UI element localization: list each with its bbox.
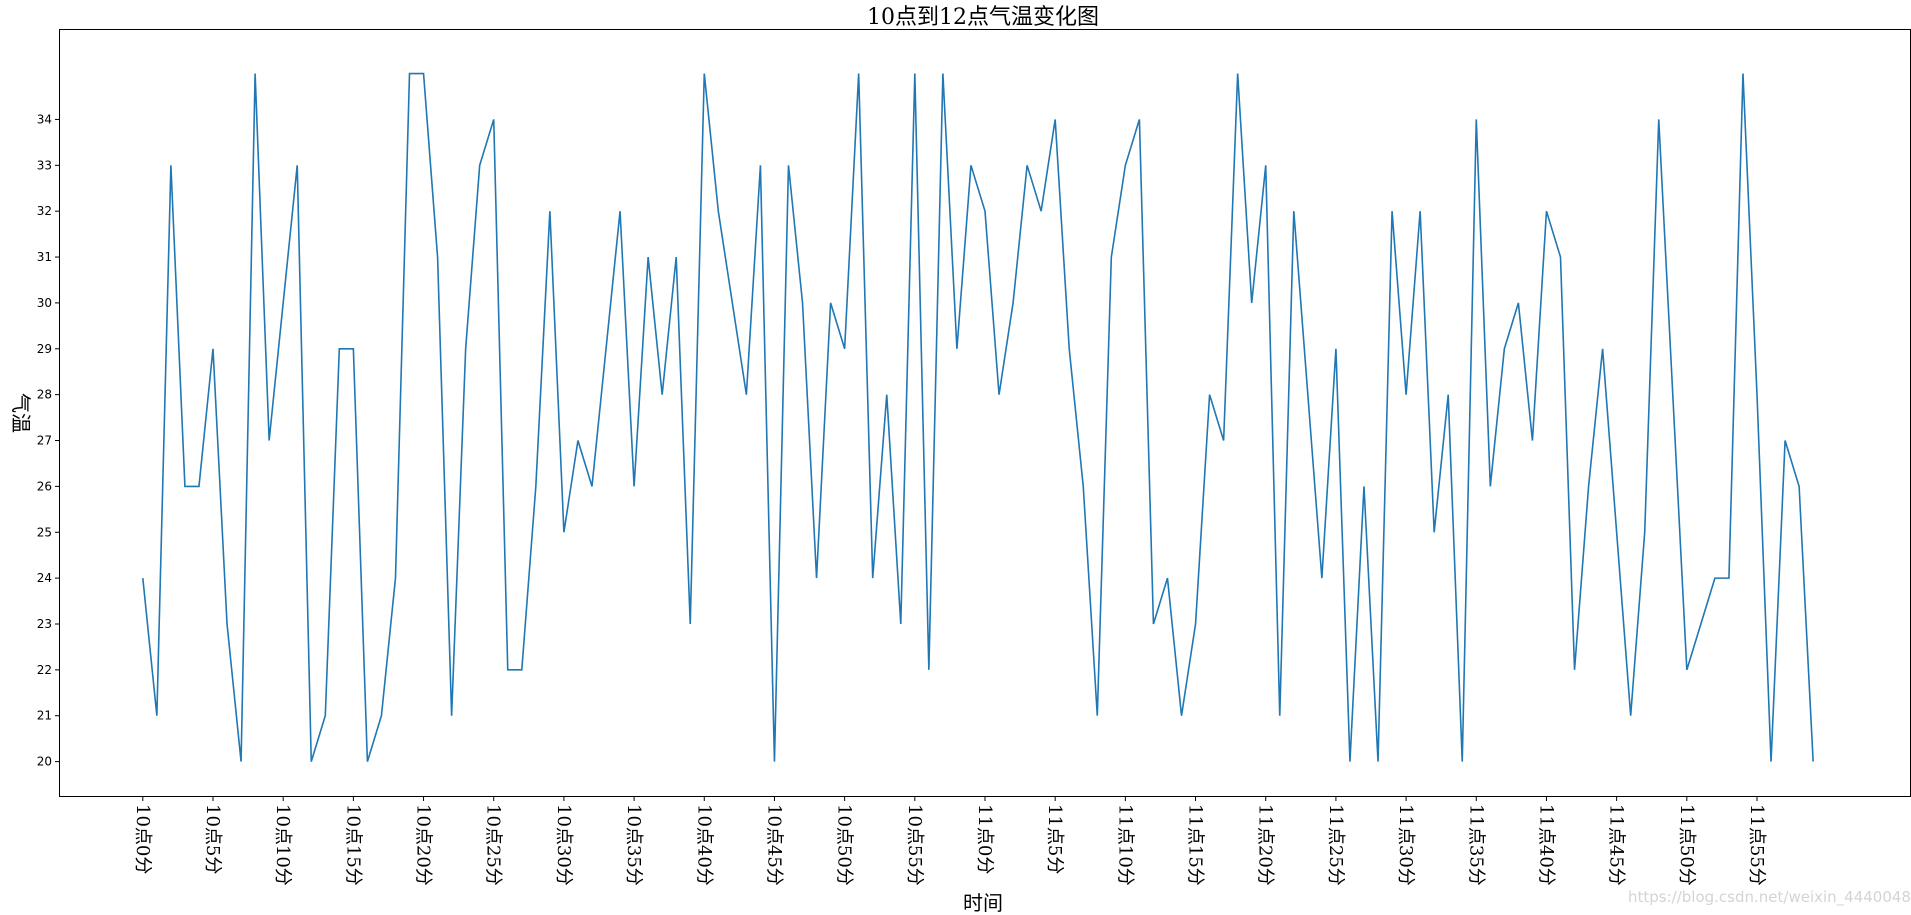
x-tick-label: 11点30分 [1395, 804, 1416, 886]
x-tick-label: 11点15分 [1185, 804, 1206, 886]
x-tick-label: 11点50分 [1676, 804, 1697, 886]
x-tick-label: 10点35分 [623, 804, 644, 886]
y-tick-label: 27 [37, 434, 52, 448]
y-tick-label: 24 [37, 571, 52, 585]
y-tick-label: 23 [37, 617, 52, 631]
y-tick-label: 28 [37, 388, 52, 402]
x-tick-label: 10点40分 [693, 804, 714, 886]
y-tick-label: 26 [37, 479, 52, 493]
x-tick-label: 11点40分 [1535, 804, 1556, 886]
y-tick-label: 22 [37, 663, 52, 677]
x-tick-label: 11点0分 [974, 804, 995, 874]
y-axis-ticks: 20 21 22 23 24 25 26 27 28 29 30 31 32 33 34 [37, 112, 60, 769]
y-tick-label: 34 [37, 112, 52, 126]
y-tick-label: 25 [37, 525, 52, 539]
x-tick-label: 10点10分 [272, 804, 293, 886]
y-tick-label: 32 [37, 204, 52, 218]
x-tick-label: 11点10分 [1114, 804, 1135, 886]
x-tick-label: 11点5分 [1044, 804, 1065, 874]
x-tick-label: 11点25分 [1325, 804, 1346, 886]
y-axis-label: 气温 [9, 393, 33, 433]
x-tick-label: 10点55分 [904, 804, 925, 886]
x-tick-label: 10点20分 [413, 804, 434, 886]
x-tick-label: 10点5分 [202, 804, 223, 874]
x-axis-label: 时间 [963, 891, 1003, 915]
x-tick-label: 11点55分 [1746, 804, 1767, 886]
y-tick-label: 30 [37, 296, 52, 310]
chart-title: 10点到12点气温变化图 [867, 5, 1099, 30]
y-tick-label: 29 [37, 342, 52, 356]
y-tick-label: 21 [37, 709, 52, 723]
x-tick-label: 11点45分 [1606, 804, 1627, 886]
x-tick-label: 11点20分 [1255, 804, 1276, 886]
x-tick-label: 10点15分 [342, 804, 363, 886]
temperature-series-line [142, 72, 1814, 762]
y-tick-label: 20 [37, 755, 52, 769]
x-tick-label: 10点45分 [763, 804, 784, 886]
x-tick-label: 10点0分 [132, 804, 153, 874]
x-tick-label: 10点25分 [483, 804, 504, 886]
watermark-text: https://blog.csdn.net/weixin_44400484 [1628, 888, 1911, 907]
x-tick-label: 11点35分 [1465, 804, 1486, 886]
y-tick-label: 31 [37, 250, 52, 264]
x-axis-ticks: 10点0分 10点5分 10点10分 10点15分 10点20分 10点25分 10点30分… [132, 796, 1767, 886]
x-tick-label: 10点30分 [553, 804, 574, 886]
y-tick-label: 33 [37, 158, 52, 172]
x-tick-label: 10点50分 [834, 804, 855, 886]
